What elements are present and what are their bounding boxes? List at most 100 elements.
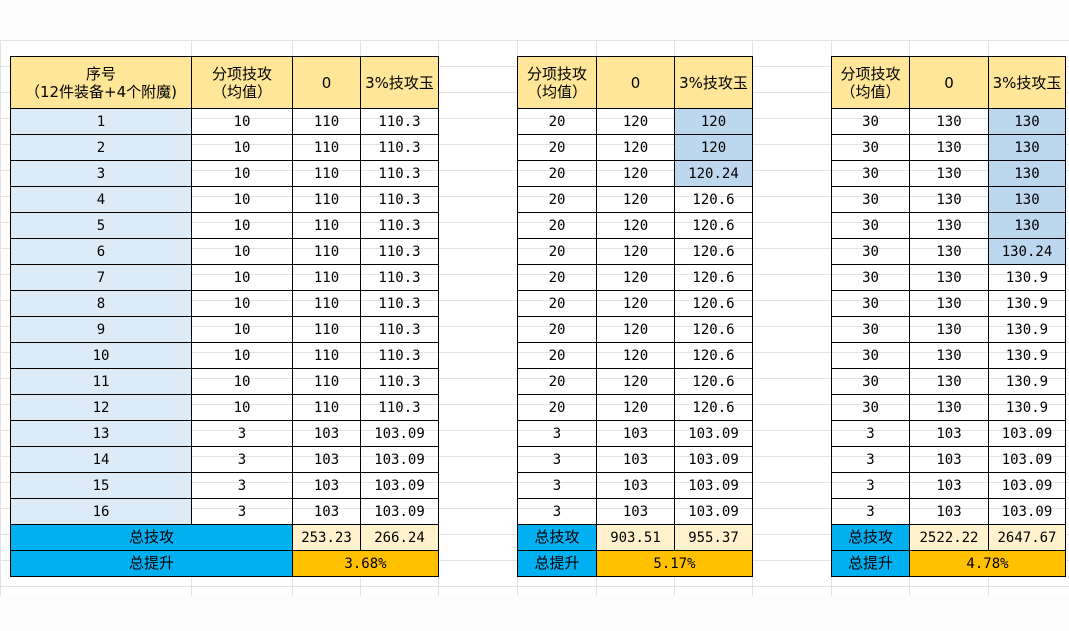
gem-cell[interactable]: 130.9 [989,265,1066,291]
total-gem-cell[interactable]: 2647.67 [989,525,1066,551]
row-index-cell[interactable]: 13 [11,421,192,447]
gem-cell[interactable]: 120 [675,109,753,135]
base-cell[interactable]: 130 [910,369,989,395]
gem-cell[interactable]: 120.6 [675,317,753,343]
total-base-cell[interactable]: 903.51 [597,525,675,551]
stat-cell[interactable]: 10 [192,317,293,343]
gem-cell[interactable]: 120.6 [675,213,753,239]
total-label-cell[interactable]: 总技攻 [832,525,910,551]
stat-cell[interactable]: 10 [192,213,293,239]
gem-column-header[interactable]: 3%技攻玉 [989,57,1066,109]
gem-cell[interactable]: 130.9 [989,317,1066,343]
stat-cell[interactable]: 20 [518,213,597,239]
base-cell[interactable]: 130 [910,343,989,369]
gem-column-header[interactable]: 3%技攻玉 [675,57,753,109]
gem-cell[interactable]: 130.9 [989,369,1066,395]
base-cell[interactable]: 103 [293,499,361,525]
gem-cell[interactable]: 103.09 [361,499,439,525]
gain-label-cell[interactable]: 总提升 [832,551,910,577]
gem-cell[interactable]: 110.3 [361,161,439,187]
stat-cell[interactable]: 10 [192,135,293,161]
base-cell[interactable]: 120 [597,161,675,187]
gem-cell[interactable]: 120.6 [675,369,753,395]
stat-cell[interactable]: 10 [192,369,293,395]
gem-cell[interactable]: 120.6 [675,291,753,317]
row-index-cell[interactable]: 5 [11,213,192,239]
stat-cell[interactable]: 10 [192,109,293,135]
base-cell[interactable]: 120 [597,291,675,317]
stat-cell[interactable]: 10 [192,265,293,291]
base-column-header[interactable]: 0 [293,57,361,109]
stat-cell[interactable]: 3 [518,447,597,473]
stat-cell[interactable]: 10 [192,239,293,265]
base-cell[interactable]: 120 [597,187,675,213]
gem-cell[interactable]: 103.09 [989,447,1066,473]
stat-cell[interactable]: 3 [192,473,293,499]
gem-cell[interactable]: 110.3 [361,213,439,239]
base-cell[interactable]: 110 [293,317,361,343]
gem-cell[interactable]: 110.3 [361,187,439,213]
stat-column-header[interactable]: 分项技攻 （均值） [192,57,293,109]
gem-cell[interactable]: 120.6 [675,239,753,265]
gem-cell[interactable]: 103.09 [675,499,753,525]
stat-cell[interactable]: 30 [832,343,910,369]
gem-cell[interactable]: 120.6 [675,187,753,213]
gem-cell[interactable]: 110.3 [361,135,439,161]
gem-cell[interactable]: 120.6 [675,265,753,291]
base-cell[interactable]: 110 [293,369,361,395]
base-cell[interactable]: 120 [597,395,675,421]
base-cell[interactable]: 120 [597,317,675,343]
base-cell[interactable]: 103 [293,447,361,473]
row-index-cell[interactable]: 16 [11,499,192,525]
row-index-cell[interactable]: 2 [11,135,192,161]
stat-column-header[interactable]: 分项技攻 （均值） [518,57,597,109]
gem-cell[interactable]: 110.3 [361,369,439,395]
gem-cell[interactable]: 103.09 [989,499,1066,525]
gem-cell[interactable]: 130 [989,187,1066,213]
stat-cell[interactable]: 30 [832,291,910,317]
stat-cell[interactable]: 20 [518,395,597,421]
stat-cell[interactable]: 3 [832,499,910,525]
stat-cell[interactable]: 30 [832,239,910,265]
stat-cell[interactable]: 10 [192,187,293,213]
stat-cell[interactable]: 30 [832,395,910,421]
row-index-cell[interactable]: 12 [11,395,192,421]
base-cell[interactable]: 103 [910,447,989,473]
gain-value-cell[interactable]: 5.17% [597,551,753,577]
base-cell[interactable]: 120 [597,213,675,239]
row-index-cell[interactable]: 15 [11,473,192,499]
stat-cell[interactable]: 30 [832,369,910,395]
base-cell[interactable]: 120 [597,135,675,161]
stat-cell[interactable]: 3 [192,421,293,447]
row-index-cell[interactable]: 9 [11,317,192,343]
row-index-cell[interactable]: 14 [11,447,192,473]
gem-cell[interactable]: 110.3 [361,291,439,317]
gem-cell[interactable]: 110.3 [361,109,439,135]
row-index-cell[interactable]: 10 [11,343,192,369]
base-cell[interactable]: 103 [910,499,989,525]
row-index-cell[interactable]: 7 [11,265,192,291]
base-cell[interactable]: 130 [910,291,989,317]
stat-cell[interactable]: 3 [518,499,597,525]
base-cell[interactable]: 103 [597,421,675,447]
gem-cell[interactable]: 110.3 [361,317,439,343]
gem-cell[interactable]: 130.9 [989,343,1066,369]
stat-cell[interactable]: 10 [192,343,293,369]
gain-label-cell[interactable]: 总提升 [518,551,597,577]
gem-cell[interactable]: 103.09 [989,473,1066,499]
base-cell[interactable]: 120 [597,265,675,291]
gem-cell[interactable]: 120.6 [675,343,753,369]
base-cell[interactable]: 130 [910,213,989,239]
gem-cell[interactable]: 130.9 [989,395,1066,421]
stat-cell[interactable]: 10 [192,161,293,187]
stat-cell[interactable]: 30 [832,265,910,291]
total-gem-cell[interactable]: 266.24 [361,525,439,551]
stat-cell[interactable]: 30 [832,161,910,187]
base-cell[interactable]: 110 [293,291,361,317]
gem-cell[interactable]: 130 [989,109,1066,135]
gem-cell[interactable]: 103.09 [361,447,439,473]
base-cell[interactable]: 110 [293,213,361,239]
gem-cell[interactable]: 130 [989,161,1066,187]
gem-cell[interactable]: 130.9 [989,291,1066,317]
base-cell[interactable]: 120 [597,369,675,395]
